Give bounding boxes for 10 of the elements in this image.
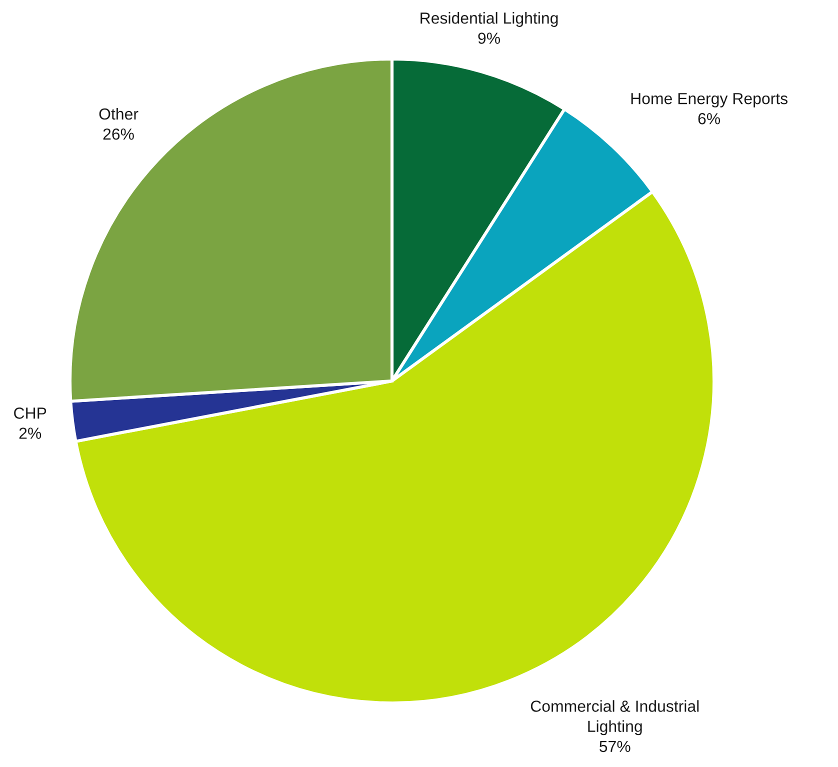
slice-label: Other	[99, 108, 138, 120]
slice-label: Home Energy Reports	[631, 93, 788, 108]
data-label: 6%	[698, 113, 720, 124]
slice-label: Commercial & Industrial Lighting	[530, 700, 699, 736]
slice-label: Residential Lighting	[420, 12, 558, 27]
data-label: 9%	[478, 32, 500, 44]
data-label: 2%	[19, 428, 42, 439]
data-label: 26%	[103, 128, 134, 140]
data-label: 57%	[600, 740, 630, 752]
slice-label: CHP	[14, 408, 46, 419]
